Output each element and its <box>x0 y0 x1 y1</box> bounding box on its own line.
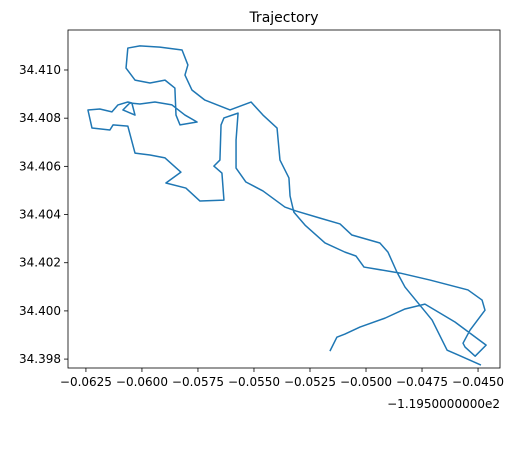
y-tick-label: 34.410 <box>19 63 61 77</box>
y-tick-label: 34.402 <box>19 256 61 270</box>
y-tick-label: 34.398 <box>19 352 61 366</box>
x-tick-label: −0.0625 <box>60 375 112 389</box>
chart-title: Trajectory <box>248 10 318 26</box>
y-tick-label: 34.404 <box>19 208 61 222</box>
x-tick-label: −0.0525 <box>284 375 336 389</box>
plot-frame <box>67 29 501 369</box>
x-tick-label: −0.0575 <box>172 375 224 389</box>
y-tick-label: 34.406 <box>19 159 61 173</box>
trajectory-line <box>87 45 487 366</box>
x-tick-label: −0.0600 <box>116 375 168 389</box>
y-tick-label: 34.408 <box>19 111 61 125</box>
x-tick-label: −0.0550 <box>228 375 280 389</box>
x-tick-label: −0.0500 <box>340 375 392 389</box>
x-tick-label: −0.0475 <box>396 375 448 389</box>
x-offset-label: −1.1950000000e2 <box>387 397 500 411</box>
x-tick-label: −0.0450 <box>452 375 504 389</box>
y-tick-label: 34.400 <box>19 304 61 318</box>
